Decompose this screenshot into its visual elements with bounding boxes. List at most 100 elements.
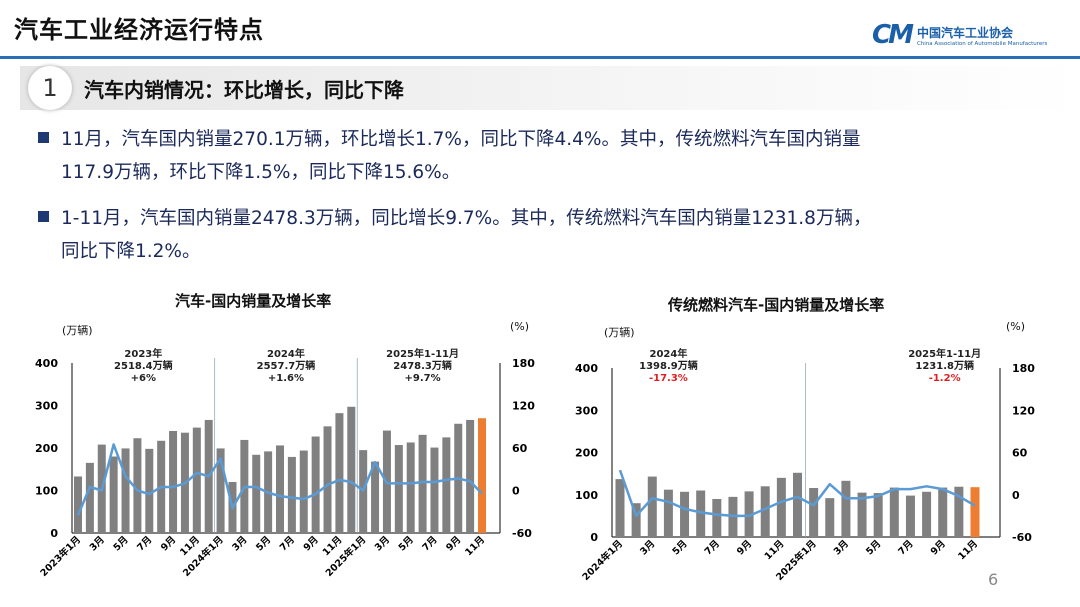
bullet-square-icon <box>38 132 49 143</box>
bullet-2-line-2: 同比下降1.2%。 <box>61 241 201 262</box>
chart-1-title: 汽车-国内销量及增长率 <box>175 292 332 310</box>
chart-2-bar <box>889 487 899 537</box>
caam-logo: CM 中国汽车工业协会 China Association of Automob… <box>872 20 1047 50</box>
bullet-square-icon <box>38 211 49 222</box>
chart-2-left-tick: 100 <box>575 489 598 502</box>
chart-2-x-tick: 7月 <box>896 538 915 557</box>
chart-2-right-tick: -60 <box>1012 531 1032 544</box>
chart-2-bar <box>922 491 932 537</box>
chart-2-bar <box>938 487 948 537</box>
chart-2-left-tick: 300 <box>575 404 598 417</box>
chart-1-right-tick: 60 <box>512 442 528 455</box>
chart-2-x-tick: 5月 <box>670 538 689 557</box>
chart-2-title: 传统燃料汽车-国内销量及增长率 <box>668 296 885 314</box>
chart-1-bar <box>406 442 415 533</box>
bullet-1-line-1: 11月，汽车国内销量270.1万辆，环比增长1.7%，同比下降4.4%。其中，传… <box>61 129 861 150</box>
chart-2-bar <box>809 487 819 537</box>
chart-2-bar <box>970 487 980 537</box>
bullet-1-line-2: 117.9万辆，环比下降1.5%，同比下降15.6%。 <box>61 162 461 183</box>
chart-1-bar <box>252 454 261 533</box>
chart-1-bar <box>311 436 320 533</box>
chart-1-annotation-line: 2025年1-11月 <box>386 347 459 360</box>
chart-2-bar <box>760 486 770 537</box>
chart-1-bar <box>347 406 356 533</box>
chart-1-x-tick: 7月 <box>135 534 154 553</box>
chart-2-left-unit: (万辆) <box>604 326 635 339</box>
chart-1-left-tick: 100 <box>35 485 58 498</box>
chart-1-left-unit: (万辆) <box>62 324 93 337</box>
chart-2-right-tick: 60 <box>1012 447 1028 460</box>
chart-1-annotation-line: 2024年 <box>267 347 305 360</box>
section-heading: 汽车内销情况：环比增长，同比下降 <box>84 78 404 102</box>
chart-1-right-unit: (%) <box>510 320 530 333</box>
bullet-1: 11月，汽车国内销量270.1万辆，环比增长1.7%，同比下降4.4%。其中，传… <box>38 123 1058 189</box>
chart-1-right-tick: 0 <box>512 485 520 498</box>
chart-1-annotation-line: +1.6% <box>268 373 304 384</box>
chart-2-bar <box>696 490 706 537</box>
page-number: 6 <box>988 570 999 589</box>
chart-1-bar <box>371 461 380 533</box>
logo-text-en: China Association of Automobile Manufact… <box>916 40 1048 47</box>
chart-1-annotation-line: 2518.4万辆 <box>114 359 173 372</box>
chart-1-x-tick: 5月 <box>111 534 130 553</box>
chart-1-x-tick: 9月 <box>302 534 321 553</box>
chart-2-x-tick: 3月 <box>832 538 851 557</box>
chart-1-x-tick: 3月 <box>373 534 392 553</box>
chart-1-x-tick: 5月 <box>254 534 273 553</box>
chart-1-left-tick: 0 <box>50 527 58 540</box>
chart-1-bar <box>466 419 475 533</box>
chart-1-left-tick: 200 <box>35 442 58 455</box>
section-number: 1 <box>28 66 72 110</box>
bullet-2-line-1: 1-11月，汽车国内销量2478.3万辆，同比增长9.7%。其中，传统燃料汽车国… <box>61 208 872 229</box>
chart-1-right-tick: 180 <box>512 357 535 370</box>
chart-2-x-tick: 2024年1月 <box>580 538 625 583</box>
chart-1-left-tick: 400 <box>35 357 58 370</box>
chart-1-x-tick: 2023年1月 <box>38 534 83 579</box>
chart-2-x-tick: 9月 <box>735 538 754 557</box>
chart-2-annotation-line: 1231.8万辆 <box>915 359 974 372</box>
chart-1-bar <box>430 447 439 533</box>
chart-2-bar <box>744 491 754 537</box>
chart-1-bar <box>145 448 154 533</box>
chart-2-bar <box>776 477 786 537</box>
slide-title: 汽车工业经济运行特点 <box>14 16 264 44</box>
chart-1-x-tick: 5月 <box>397 534 416 553</box>
chart-1-bar <box>216 448 225 533</box>
chart-2-bar <box>680 491 690 537</box>
chart-2-annotation-line: -17.3% <box>649 373 688 384</box>
chart-2-x-tick: 9月 <box>929 538 948 557</box>
chart-2-annotation-line: -1.2% <box>929 373 961 384</box>
chart-1-bar <box>335 413 344 533</box>
chart-2-bar <box>954 486 964 537</box>
chart-1-bar <box>133 438 142 533</box>
chart-1-right-tick: 120 <box>512 400 535 413</box>
chart-1-x-tick: 7月 <box>278 534 297 553</box>
chart-1-bar <box>192 427 201 533</box>
chart-1-annotation-line: +6% <box>131 373 156 384</box>
chart-2-bar <box>857 492 867 537</box>
chart-2-bar <box>712 498 722 537</box>
chart-1-annotation-line: 2557.7万辆 <box>257 359 316 372</box>
chart-1-bar <box>121 448 130 533</box>
chart-2-bar <box>793 472 802 537</box>
logo-text-cn: 中国汽车工业协会 <box>916 25 1013 40</box>
chart-2-left-tick: 200 <box>575 447 598 460</box>
section-banner <box>20 66 1080 110</box>
chart-2-bar <box>615 479 625 537</box>
chart-2-x-tick: 11月 <box>956 538 980 562</box>
chart-2-bar <box>647 476 657 537</box>
chart-2-annotation-line: 2024年 <box>649 347 687 360</box>
header-divider <box>0 56 1080 59</box>
chart-1-x-tick: 9月 <box>444 534 463 553</box>
chart-2-left-tick: 400 <box>575 362 598 375</box>
chart-1-bar <box>394 445 403 533</box>
chart-2-x-tick: 7月 <box>703 538 722 557</box>
chart-2-bar <box>905 495 915 537</box>
chart-1-x-tick: 3月 <box>88 534 107 553</box>
chart-2-bar <box>631 503 641 537</box>
chart-1-x-tick: 11月 <box>463 534 487 558</box>
chart-1-left-tick: 300 <box>35 400 58 413</box>
logo-mark: CM <box>872 20 914 50</box>
chart-2-annotation-line: 2025年1-11月 <box>908 347 981 360</box>
